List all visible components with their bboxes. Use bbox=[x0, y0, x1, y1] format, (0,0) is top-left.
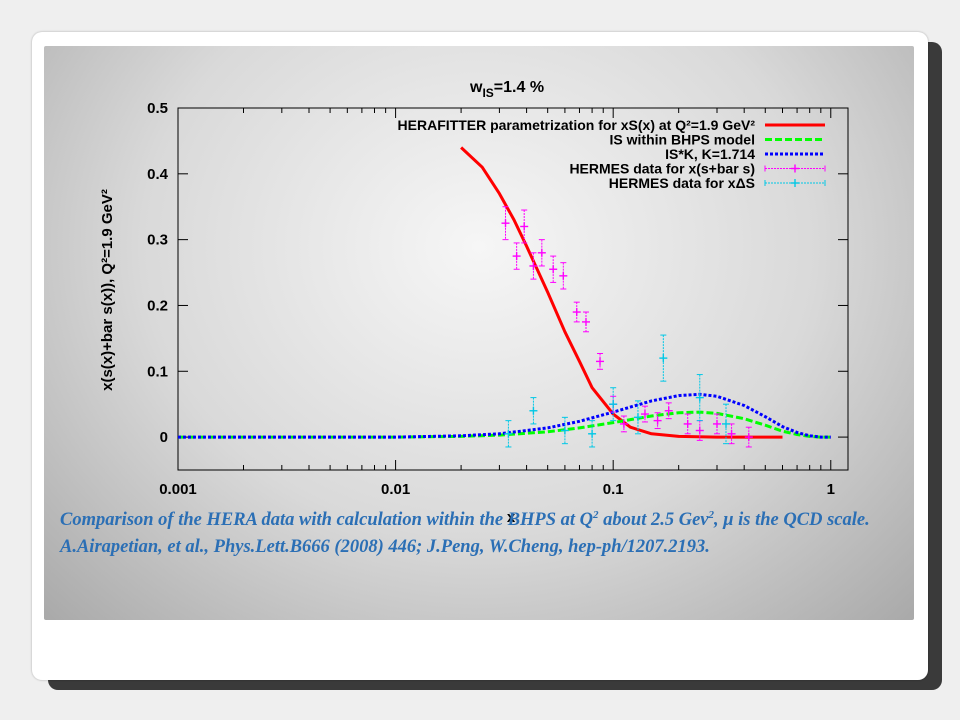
plot-border bbox=[177, 107, 849, 471]
caption-text-3: , μ is the QCD scale. A.Airapetian, et a… bbox=[60, 510, 870, 558]
hermes-delta-point bbox=[609, 387, 618, 422]
y-tick-label: 0.4 bbox=[147, 166, 169, 183]
hermes-s-point bbox=[529, 252, 538, 280]
hermes-s-point bbox=[512, 242, 521, 270]
hermes-s-point bbox=[727, 423, 736, 445]
caption: Comparison of the HERA data with calcula… bbox=[60, 502, 870, 561]
hermes-delta-point bbox=[722, 403, 731, 445]
hermes-s-point bbox=[712, 413, 721, 435]
chart-title-main: w bbox=[469, 79, 483, 96]
caption-sup-2: 2 bbox=[708, 509, 715, 521]
x-axis-label: x bbox=[507, 509, 516, 526]
hermes-s-point bbox=[596, 353, 605, 370]
hermes-s-point bbox=[744, 426, 753, 448]
y-tick-label: 0.3 bbox=[147, 232, 168, 249]
x-tick-label: 0.1 bbox=[603, 481, 624, 498]
hermes-s-point bbox=[640, 405, 649, 423]
hermes-s-point bbox=[549, 255, 558, 283]
legend-label-hermes-s: HERMES data for x(s+bar s) bbox=[569, 161, 755, 177]
x-tick-label: 0.001 bbox=[159, 481, 197, 498]
axis-tick-labels: 0 0.1 0.2 0.3 0.4 0.5 0.001 0.01 0.1 1 bbox=[147, 100, 835, 498]
hermes-s-point bbox=[683, 413, 692, 435]
caption-text-2: about 2.5 Gev bbox=[598, 510, 709, 531]
hermes-delta-point bbox=[529, 397, 538, 425]
hermes-delta-point bbox=[588, 420, 597, 448]
figure-panel bbox=[44, 46, 914, 620]
hermes-s-point bbox=[653, 412, 662, 430]
x-tick-label: 0.01 bbox=[381, 481, 410, 498]
hermes-s-point bbox=[559, 262, 568, 290]
legend-label-hermes-delta: HERMES data for xΔS bbox=[609, 175, 755, 191]
y-tick-label: 0.5 bbox=[147, 100, 168, 117]
hermes-delta-point bbox=[560, 416, 569, 445]
axis-ticks bbox=[177, 107, 848, 470]
series-line-isk bbox=[178, 392, 831, 439]
y-tick-label: 0 bbox=[160, 429, 168, 446]
legend: HERAFITTER parametrization for xS(x) at … bbox=[398, 117, 826, 191]
hermes-delta-point bbox=[695, 374, 704, 422]
y-tick-label: 0.1 bbox=[147, 363, 168, 380]
hermes-delta-point bbox=[633, 400, 642, 435]
caption-sup-1: 2 bbox=[593, 509, 599, 521]
hermes-s-point bbox=[501, 206, 510, 241]
chart-title-sub: IS bbox=[482, 86, 493, 100]
hermes-s-point bbox=[619, 415, 628, 433]
y-axis-label: x(s(x)+bar s(x)), Q²=1.9 GeV² bbox=[99, 189, 116, 391]
legend-label-herafitter: HERAFITTER parametrization for xS(x) at … bbox=[398, 117, 756, 133]
plot-frame bbox=[177, 107, 849, 471]
chart-title: wIS=1.4 % bbox=[469, 79, 544, 100]
legend-label-bhps: IS within BHPS model bbox=[610, 132, 755, 148]
hermes-s-point bbox=[572, 301, 581, 323]
x-tick-label: 1 bbox=[827, 481, 835, 498]
hermes-s-point bbox=[581, 311, 590, 333]
chart-title-value: =1.4 % bbox=[494, 79, 544, 96]
hermes-delta-point bbox=[659, 334, 668, 382]
hermes-delta-point bbox=[504, 420, 513, 448]
y-tick-label: 0.2 bbox=[147, 297, 168, 314]
caption-text-1: Comparison of the HERA data with calcula… bbox=[60, 510, 594, 531]
hermes-s-point bbox=[664, 402, 673, 420]
hermes-s-point bbox=[537, 239, 546, 267]
points-layer bbox=[501, 206, 753, 448]
hermes-s-point bbox=[520, 209, 529, 244]
legend-label-isk: IS*K, K=1.714 bbox=[665, 146, 755, 162]
